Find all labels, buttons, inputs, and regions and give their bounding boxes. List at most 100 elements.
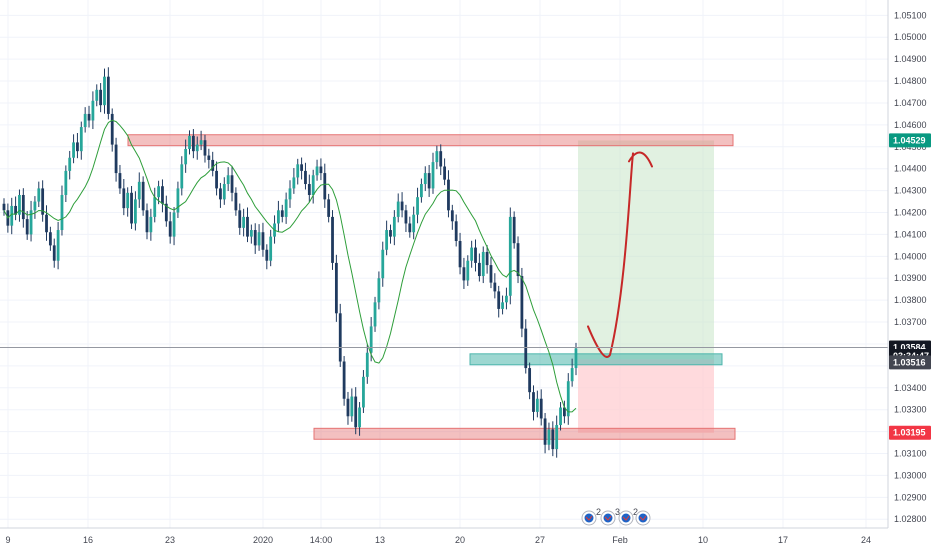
price-tag xyxy=(889,425,931,440)
price-tick-label: 1.04400 xyxy=(894,164,927,174)
candle-body xyxy=(188,135,191,149)
candle-body xyxy=(118,173,122,189)
candle-body xyxy=(362,376,365,408)
event-icons[interactable]: 2 3 2 xyxy=(581,507,651,526)
candle-body xyxy=(528,368,532,393)
event-flag-mark-icon xyxy=(639,515,647,521)
price-tick-label: 1.04100 xyxy=(894,229,927,239)
price-tick-label: 1.05000 xyxy=(894,32,927,42)
candle-body xyxy=(199,140,203,145)
candle-body xyxy=(493,282,497,292)
candle-body xyxy=(389,230,392,237)
candle-body xyxy=(508,216,512,296)
time-tick-label: 16 xyxy=(83,535,93,545)
candle-body xyxy=(37,188,41,202)
candle-body xyxy=(103,76,106,106)
candle-body xyxy=(304,170,307,185)
price-tick-label: 1.05100 xyxy=(894,10,927,20)
time-tick-label: 24 xyxy=(861,535,871,545)
event-flag-inner-icon xyxy=(621,513,631,523)
candle-body xyxy=(454,221,458,241)
candle-body xyxy=(373,302,377,327)
candle-body xyxy=(431,162,435,189)
candle-body xyxy=(253,230,257,246)
price-axis[interactable]: 1.05100 1.05000 1.04900 1.04800 1.04700 1.046… xyxy=(887,0,932,550)
candle-body xyxy=(10,205,14,226)
time-tick-label: 20 xyxy=(455,535,465,545)
candle-body xyxy=(137,181,141,200)
candle-body xyxy=(207,155,211,160)
candle-body xyxy=(164,203,168,222)
candle-body xyxy=(277,210,280,224)
candle-body xyxy=(157,186,160,198)
candle-body xyxy=(230,175,234,193)
candle-body xyxy=(219,188,222,200)
price-axis-bg xyxy=(888,0,932,550)
candle-body xyxy=(168,221,172,237)
time-tick-label: 2020 xyxy=(253,535,273,545)
candle-body xyxy=(2,203,6,211)
candle-body xyxy=(172,212,176,237)
candle-body xyxy=(416,197,419,215)
candle-body xyxy=(570,368,574,382)
zone-resistance xyxy=(127,134,734,147)
candle-body xyxy=(501,302,504,309)
candle-body xyxy=(470,247,474,261)
price-tag-label: 1.03195 xyxy=(893,428,926,438)
candle-body xyxy=(447,179,450,211)
candle-body xyxy=(420,184,423,198)
candles xyxy=(2,67,578,458)
event-flag-inner-icon xyxy=(603,513,613,523)
price-tick-label: 1.03800 xyxy=(894,295,927,305)
candle-body xyxy=(505,295,508,303)
candle-body xyxy=(408,223,412,233)
price-tick-label: 1.02900 xyxy=(894,492,927,502)
price-tick-label: 1.04600 xyxy=(894,120,927,130)
candle-body xyxy=(48,232,52,246)
candle-body xyxy=(338,313,342,362)
candle-body xyxy=(33,201,37,211)
candle-body xyxy=(176,188,180,213)
candle-body xyxy=(439,151,443,167)
price-tick-label: 1.04200 xyxy=(894,208,927,218)
candle-body xyxy=(52,245,56,261)
candle-body xyxy=(423,173,427,185)
candle-body xyxy=(72,142,75,158)
candle-body xyxy=(555,425,559,450)
time-axis[interactable]: 9 16 23 2020 14:00 13 20 27 Feb 10 17 24 xyxy=(0,527,888,550)
candle-body xyxy=(141,181,145,211)
price-tick-label: 1.03300 xyxy=(894,405,927,415)
candle-body xyxy=(512,216,516,244)
candle-body xyxy=(327,199,331,217)
time-axis-bg xyxy=(0,528,888,550)
candle-body xyxy=(315,166,319,176)
candle-body xyxy=(184,148,188,165)
candle-body xyxy=(14,205,17,215)
candle-body xyxy=(191,135,195,152)
price-tag-label: 1.03516 xyxy=(893,357,926,367)
price-tick-label: 1.03900 xyxy=(894,273,927,283)
time-tick-label: 9 xyxy=(5,535,10,545)
candle-body xyxy=(195,144,199,152)
candle-body xyxy=(477,262,481,277)
candle-body xyxy=(45,214,48,233)
candle-body xyxy=(381,249,385,279)
price-tick-label: 1.03700 xyxy=(894,317,927,327)
time-tick-label: 17 xyxy=(778,535,788,545)
candle-body xyxy=(466,260,470,281)
candle-body xyxy=(280,210,284,217)
candle-body xyxy=(524,328,528,369)
time-tick-label: 10 xyxy=(698,535,708,545)
candle-body xyxy=(300,164,303,171)
candle-body xyxy=(99,89,103,106)
price-tick-label: 1.04000 xyxy=(894,251,927,261)
candle-body xyxy=(106,76,110,114)
price-tick-label: 1.04800 xyxy=(894,76,927,86)
candle-body xyxy=(323,173,327,200)
candle-body xyxy=(18,194,21,215)
candle-body xyxy=(68,157,72,171)
candle-body xyxy=(539,398,543,419)
